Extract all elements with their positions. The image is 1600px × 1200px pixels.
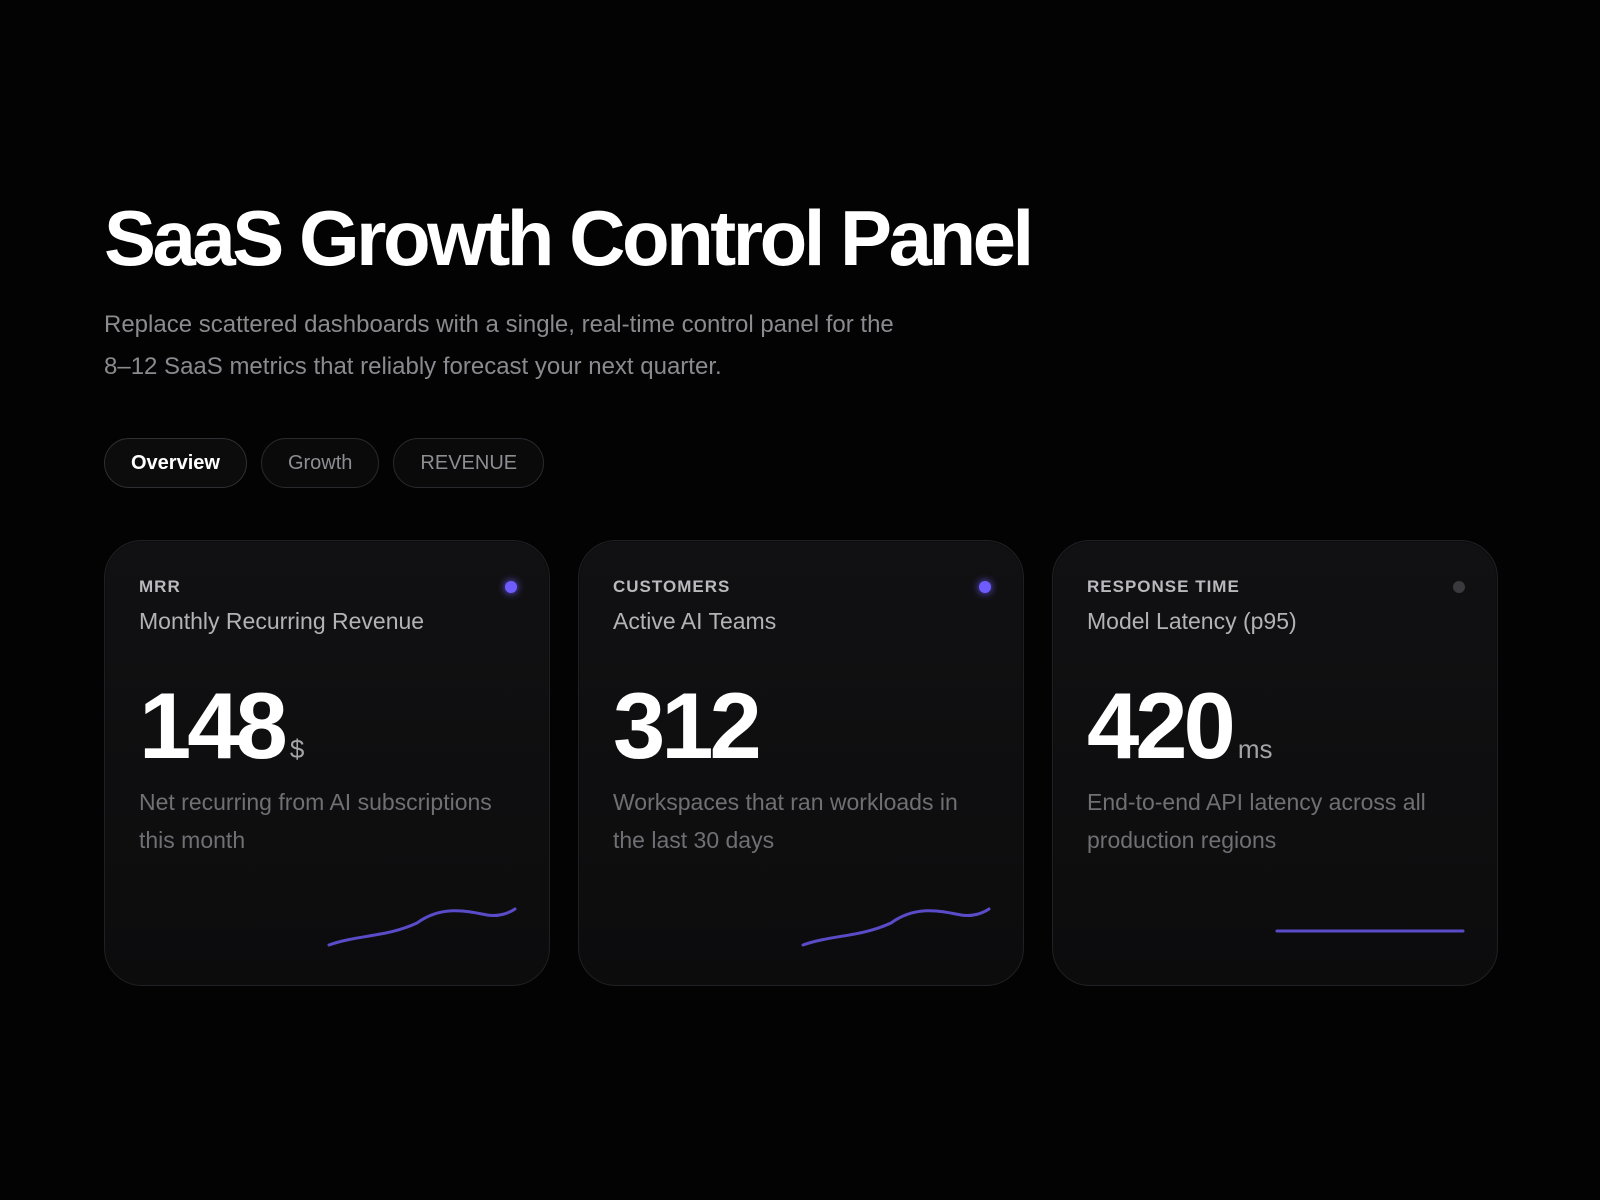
metric-value-row: 148 $	[139, 679, 304, 773]
metric-card-mrr[interactable]: MRR Monthly Recurring Revenue 148 $ Net …	[104, 540, 550, 986]
metric-value: 148	[139, 673, 288, 778]
status-dot-icon	[979, 581, 991, 593]
metric-value-row: 312	[613, 679, 764, 773]
tab-revenue[interactable]: REVENUE	[393, 438, 545, 488]
metric-description: End-to-end API latency across all produc…	[1087, 789, 1426, 853]
sparkline-icon	[801, 907, 991, 947]
sparkline-icon	[327, 907, 517, 947]
metric-value: 312	[613, 673, 762, 778]
metric-unit: ms	[1237, 734, 1273, 764]
metric-value: 420	[1087, 673, 1236, 778]
metric-card-customers[interactable]: CUSTOMERS Active AI Teams 312 Workspaces…	[578, 540, 1024, 986]
status-dot-icon	[1453, 581, 1465, 593]
page-title: SaaS Growth Control Panel	[104, 194, 1034, 282]
tab-growth[interactable]: Growth	[260, 438, 380, 488]
metric-value-row: 420 ms	[1087, 679, 1273, 773]
card-title: Active AI Teams	[613, 608, 777, 634]
card-eyebrow: MRR	[139, 577, 181, 596]
metric-cards: MRR Monthly Recurring Revenue 148 $ Net …	[104, 540, 1498, 986]
metric-description: Workspaces that ran workloads in the las…	[613, 789, 958, 853]
tab-overview[interactable]: Overview	[104, 438, 247, 488]
page-subtitle: Replace scattered dashboards with a sing…	[104, 311, 894, 380]
sparkline-icon	[1275, 929, 1465, 933]
metric-card-response-time[interactable]: RESPONSE TIME Model Latency (p95) 420 ms…	[1052, 540, 1498, 986]
status-dot-icon	[505, 581, 517, 593]
metric-unit: $	[289, 734, 305, 764]
card-eyebrow: RESPONSE TIME	[1087, 577, 1240, 596]
hero-section: SaaS Growth Control Panel Replace scatte…	[104, 190, 1204, 388]
card-title: Monthly Recurring Revenue	[139, 608, 425, 634]
metric-description: Net recurring from AI subscriptions this…	[139, 789, 492, 853]
card-eyebrow: CUSTOMERS	[613, 577, 731, 596]
tab-bar: Overview Growth REVENUE	[104, 438, 545, 488]
card-title: Model Latency (p95)	[1087, 608, 1297, 634]
